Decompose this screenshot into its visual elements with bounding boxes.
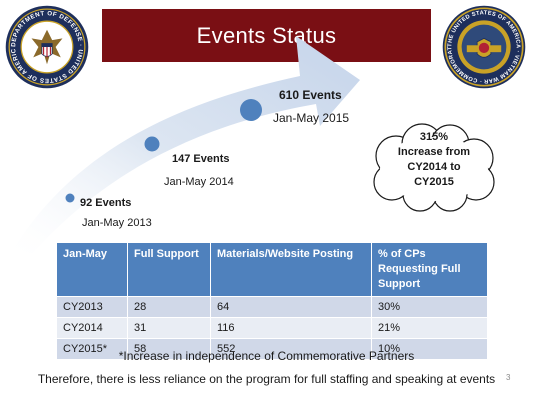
page-title: Events Status	[102, 9, 431, 62]
table-cell: 21%	[371, 317, 488, 339]
callout-line: 315%	[419, 131, 449, 143]
footnote: *Increase in independence of Commemorati…	[118, 349, 415, 363]
table-cell: 31	[127, 317, 211, 339]
column-header: Materials/Website Posting	[210, 243, 372, 297]
table-cell: CY2013	[57, 296, 128, 318]
conclusion-text: Therefore, there is less reliance on the…	[37, 372, 496, 386]
table-cell: 28	[127, 296, 211, 318]
table-cell: 58	[127, 338, 211, 359]
milestone-2014: 147 Events Jan-May 2014	[164, 152, 234, 189]
table-row: CY2013 28 64 30%	[57, 296, 488, 318]
increase-callout: 315% Increase from CY2014 to CY2015	[366, 122, 502, 214]
table-row: CY2015* 58 552 10%	[57, 338, 488, 359]
cloud-shape	[373, 123, 495, 212]
milestone-period: Jan-May 2014	[164, 176, 234, 188]
table-cell: 64	[210, 296, 372, 318]
callout-line: CY2014 to	[407, 161, 461, 173]
milestone-period: Jan-May 2015	[273, 111, 350, 125]
milestone-2015: 610 Events Jan-May 2015	[273, 88, 349, 126]
callout-line: CY2015	[414, 176, 454, 188]
table-cell: 552	[210, 338, 372, 359]
milestone-dot-2015	[240, 99, 262, 121]
column-header: % of CPs Requesting Full Support	[371, 243, 488, 297]
department-of-defense-seal-icon: DEPARTMENT OF DEFENSE · UNITED STATES OF…	[4, 4, 89, 89]
milestone-dot-2013	[65, 193, 75, 203]
growth-arrow-shape	[14, 36, 360, 254]
milestone-count: 147 Events	[172, 153, 230, 165]
column-header: Jan-May	[57, 243, 128, 297]
milestone-2013: 92 Events Jan-May 2013	[80, 196, 152, 230]
milestone-count: 92 Events	[80, 197, 132, 209]
milestone-dot-2014	[144, 136, 160, 152]
milestone-period: Jan-May 2013	[82, 217, 152, 229]
table-cell: 116	[210, 317, 372, 339]
callout-line: Increase from	[397, 146, 471, 158]
table-cell: CY2015*	[57, 338, 128, 359]
milestone-count: 610 Events	[279, 88, 342, 102]
table-cell: 10%	[371, 338, 488, 359]
table-cell: CY2014	[57, 317, 128, 339]
page-number: 3	[506, 373, 511, 382]
table-header-row: Jan-May Full Support Materials/Website P…	[57, 243, 488, 297]
table-cell: 30%	[371, 296, 488, 318]
table-row: CY2014 31 116 21%	[57, 317, 488, 339]
events-support-table: Jan-May Full Support Materials/Website P…	[57, 243, 488, 359]
vietnam-war-commemoration-seal-icon: THE UNITED STATES OF AMERICA · VIETNAM W…	[441, 4, 526, 89]
column-header: Full Support	[127, 243, 211, 297]
